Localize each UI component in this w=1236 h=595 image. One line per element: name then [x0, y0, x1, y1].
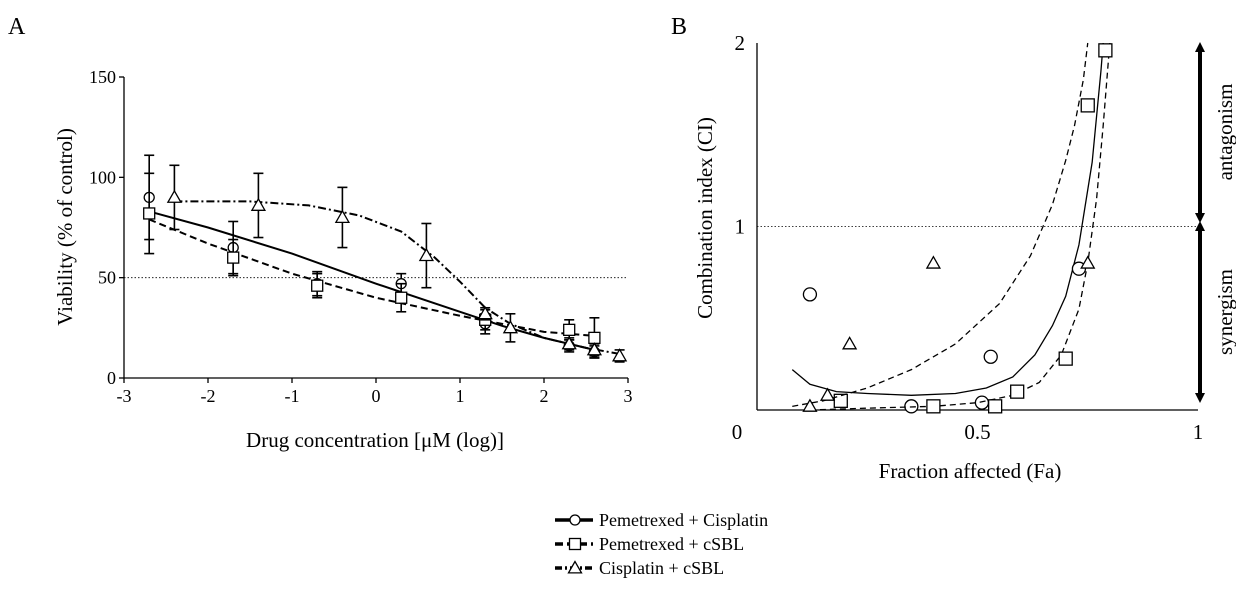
- legend-item-square: Pemetrexed + cSBL: [555, 534, 744, 554]
- panel-b-x-tick-label: 1: [1193, 420, 1204, 444]
- panel-a-x-tick-label: 0: [372, 386, 381, 406]
- panel-a-axes: -3 -2 -1 0 1 2 3 0 50 100 150: [89, 67, 633, 406]
- panel-b-series-triangle: [792, 42, 1096, 412]
- panel-a-point: [395, 291, 408, 304]
- panel-a-point: [166, 189, 183, 203]
- panel-b-point: [802, 398, 818, 412]
- panel-a-point: [334, 209, 351, 223]
- panel-a-series: [143, 154, 628, 363]
- panel-a-x-axis-title: Drug concentration [μM (log)]: [246, 428, 504, 452]
- panel-a-point: [611, 348, 628, 362]
- panel-b-point: [802, 287, 818, 302]
- panel-b-y-tick-label: 2: [735, 31, 746, 55]
- panel-b-x-axis-title: Fraction affected (Fa): [879, 459, 1062, 483]
- panel-a-chart: -3 -2 -1 0 1 2 3 0 50 100 150 Drug concentration […: [53, 67, 633, 452]
- panel-b-point: [1010, 384, 1025, 399]
- panel-a-y-tick-label: 150: [89, 67, 116, 87]
- legend-item-triangle: Cisplatin + cSBL: [555, 558, 724, 578]
- panel-b-point: [925, 255, 942, 269]
- panel-a-point: [588, 331, 601, 345]
- panel-a-point: [561, 336, 577, 350]
- panel-a-point: [563, 323, 576, 336]
- panel-a-y-tick-label: 0: [107, 368, 116, 388]
- legend-marker: [568, 537, 582, 551]
- panel-a-x-tick-label: -3: [117, 386, 132, 406]
- panel-a-x-tick-label: 2: [540, 386, 549, 406]
- panel-b-chart: 0 0.5 1 1 2 Fraction affected (Fa) Combinati…: [693, 31, 1236, 483]
- panel-b-point: [833, 393, 848, 408]
- panel-b-x-tick-label: 0.5: [964, 420, 990, 444]
- panel-a-y-axis-title: Viability (% of control): [53, 128, 77, 326]
- panel-a-x-tick-label: 1: [456, 386, 465, 406]
- panel-b-fit-line: [791, 42, 1104, 396]
- legend: Pemetrexed + Cisplatin Pemetrexed + cSBL C…: [555, 510, 768, 578]
- panel-b-axes: 0 0.5 1 1 2: [732, 31, 1204, 444]
- panel-b-point: [983, 349, 998, 364]
- panel-a-fit-line: [174, 200, 620, 355]
- panel-b-fit-line: [792, 42, 1089, 407]
- panel-a-fit-line: [148, 210, 595, 351]
- panel-a-x-tick-label: 3: [624, 386, 633, 406]
- panel-b-y-axis-title: Combination index (CI): [693, 117, 717, 319]
- panel-a-point: [311, 279, 324, 292]
- panel-a-point: [143, 207, 156, 220]
- panel-b-series-square: [809, 42, 1113, 414]
- panel-a-series-triangle: [166, 164, 628, 363]
- panel-b-point: [974, 395, 990, 410]
- panel-b-point: [987, 399, 1003, 414]
- legend-marker: [567, 560, 583, 574]
- panel-a-point: [418, 247, 435, 262]
- panel-label-b: B: [671, 14, 687, 40]
- panel-a-fit-line: [148, 218, 595, 337]
- panel-b-point: [1080, 98, 1095, 113]
- panel-a-y-tick-label: 100: [89, 167, 116, 187]
- panel-b-x-tick-label: 0: [732, 420, 743, 444]
- synergism-label: synergism: [1213, 269, 1236, 355]
- panel-a-x-tick-label: -2: [201, 386, 216, 406]
- panel-a-point: [586, 342, 603, 356]
- panel-b-point: [841, 336, 858, 350]
- legend-label: Pemetrexed + cSBL: [599, 534, 744, 554]
- panel-a-point: [502, 320, 519, 334]
- legend-item-circle: Pemetrexed + Cisplatin: [555, 510, 768, 530]
- panel-b-fit-line: [809, 42, 1111, 410]
- panel-label-a: A: [8, 14, 26, 40]
- panel-b-series: [791, 42, 1113, 414]
- panel-b-series-circle: [791, 42, 1104, 414]
- panel-b-point: [819, 387, 836, 401]
- panel-a-point: [227, 251, 240, 264]
- legend-marker: [569, 514, 581, 526]
- panel-a-y-tick-label: 50: [98, 268, 116, 288]
- legend-label: Cisplatin + cSBL: [599, 558, 724, 578]
- panel-a-series-circle: [143, 154, 601, 359]
- panel-b-point: [1080, 255, 1096, 269]
- panel-b-point: [1058, 351, 1073, 366]
- panel-b-point: [1098, 43, 1113, 58]
- panel-b-y-tick-label: 1: [735, 215, 746, 239]
- antagonism-label: antagonism: [1213, 84, 1236, 181]
- panel-a-x-tick-label: -1: [285, 386, 300, 406]
- panel-b-point: [926, 399, 941, 414]
- panel-a-point: [250, 197, 267, 211]
- legend-label: Pemetrexed + Cisplatin: [599, 510, 768, 530]
- panel-a-point: [477, 305, 493, 320]
